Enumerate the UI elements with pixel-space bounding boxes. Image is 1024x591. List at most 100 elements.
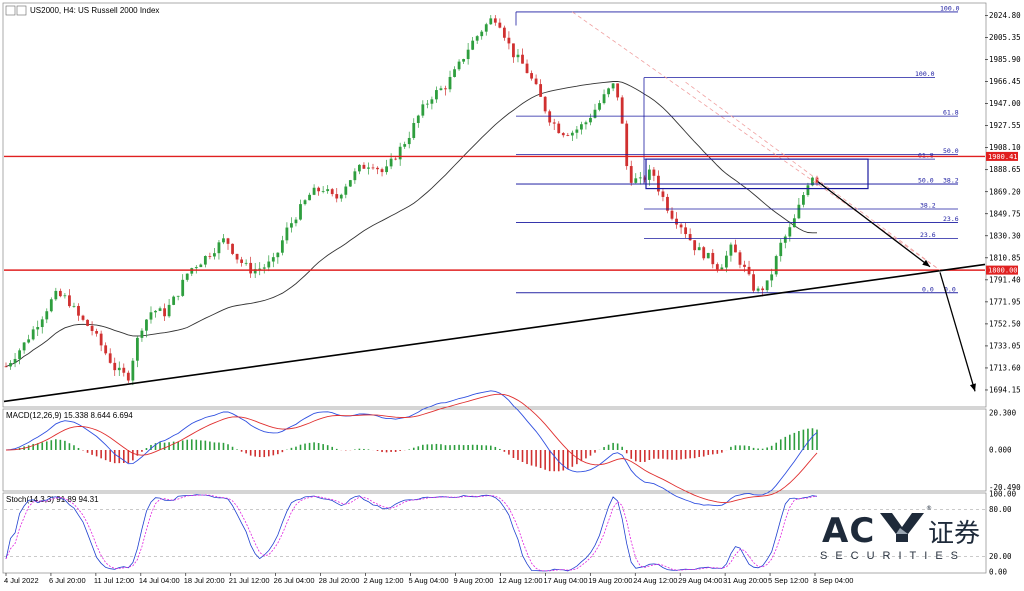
macd-histogram-bar (73, 445, 75, 450)
time-tick-label: 18 Jul 20:00 (184, 576, 225, 585)
candle (561, 132, 565, 138)
candle (58, 288, 62, 298)
candle (435, 86, 438, 103)
candle (335, 187, 339, 203)
candle (258, 262, 262, 276)
candle-body (312, 187, 316, 195)
stoch-tick-label: 0.00 (989, 568, 1008, 577)
macd-panel (2, 408, 987, 492)
candle-body (521, 54, 524, 64)
candle (357, 164, 361, 175)
macd-histogram-bar (707, 450, 710, 455)
macd-histogram-bar (761, 448, 764, 450)
candle (185, 273, 189, 282)
macd-histogram-bar (544, 450, 546, 470)
macd-histogram-bar (594, 450, 596, 453)
candle (448, 70, 452, 93)
candle (231, 243, 234, 256)
candle (244, 259, 248, 266)
candle-body (724, 255, 728, 268)
fib-level-label: 38.2 (920, 201, 936, 209)
fib-level-label: 50.0 (918, 177, 934, 185)
candle-body (285, 227, 289, 241)
candle-body (276, 252, 280, 258)
candle (294, 217, 298, 227)
candle (276, 252, 280, 264)
macd-histogram-bar (77, 447, 80, 450)
candle-body (181, 279, 185, 296)
candle-body (231, 243, 234, 254)
price-tick-label: 1713.60 (989, 363, 1021, 372)
macd-histogram-bar (59, 439, 62, 450)
time-tick-label: 4 Jul 2022 (4, 576, 39, 585)
macd-histogram-bar (431, 444, 433, 450)
candle-body (385, 166, 388, 173)
candle-body (154, 310, 157, 313)
time-tick-label: 8 Sep 04:00 (813, 576, 853, 585)
candle-body (570, 132, 574, 136)
menu-icon[interactable] (5, 5, 16, 16)
candle-body (783, 236, 787, 243)
candle (317, 186, 321, 196)
candle (280, 235, 284, 256)
price-tick-label: 1869.20 (989, 187, 1021, 196)
candle (444, 85, 447, 96)
candle (525, 59, 529, 74)
candle-body (267, 261, 271, 268)
macd-histogram-bar (476, 444, 478, 450)
candle-body (643, 177, 647, 180)
chart-type-icon[interactable] (16, 5, 27, 16)
fib-level-label: 100.0 (940, 4, 960, 12)
candle-body (634, 178, 638, 183)
candle-body (516, 54, 520, 58)
candle (684, 222, 688, 239)
macd-histogram-bar (639, 450, 642, 463)
candle (734, 239, 737, 253)
candle (49, 297, 53, 313)
macd-histogram-bar (186, 439, 189, 450)
candle-body (444, 88, 447, 90)
candle (756, 286, 760, 294)
macd-histogram-bar (159, 442, 161, 450)
candle (308, 192, 311, 201)
candle-body (348, 180, 352, 187)
fib-level-label: 100.0 (915, 70, 935, 78)
candle (466, 43, 470, 65)
candle (299, 199, 302, 221)
macd-histogram-bar (154, 443, 157, 450)
candle (652, 166, 656, 182)
candle-body (13, 358, 17, 364)
candle (566, 132, 570, 137)
candle (806, 182, 810, 197)
macd-histogram-bar (748, 446, 750, 450)
macd-histogram-bar (585, 450, 587, 459)
macd-histogram-bar (671, 450, 673, 460)
candle-body (425, 103, 429, 105)
candle-body (45, 311, 49, 320)
candle-body (616, 83, 620, 98)
macd-histogram-bar (816, 429, 818, 450)
candle-body (394, 158, 398, 160)
macd-histogram-bar (231, 446, 234, 450)
macd-histogram-bar (779, 439, 782, 450)
time-tick-label: 19 Aug 20:00 (588, 576, 632, 585)
annotation-lines-layer: 1900.41 1800.00 (3, 11, 1018, 403)
macd-histogram-bar (390, 450, 392, 452)
candle-body (362, 164, 366, 169)
candle-body (548, 111, 552, 123)
macd-histogram-bar (766, 447, 768, 450)
candle-body (90, 325, 94, 331)
candle-body (498, 22, 502, 28)
macd-histogram-bar (299, 444, 302, 450)
macd-signal-line (5, 393, 818, 504)
candle (720, 264, 724, 270)
candle-body (720, 267, 724, 270)
candle (616, 83, 620, 101)
candle (811, 176, 814, 187)
candle (113, 357, 117, 376)
channel-line (685, 81, 941, 271)
macd-histogram-bar (784, 436, 787, 450)
candle-body (715, 264, 719, 270)
macd-histogram-bar (141, 450, 143, 452)
macd-histogram-bar (721, 450, 723, 453)
